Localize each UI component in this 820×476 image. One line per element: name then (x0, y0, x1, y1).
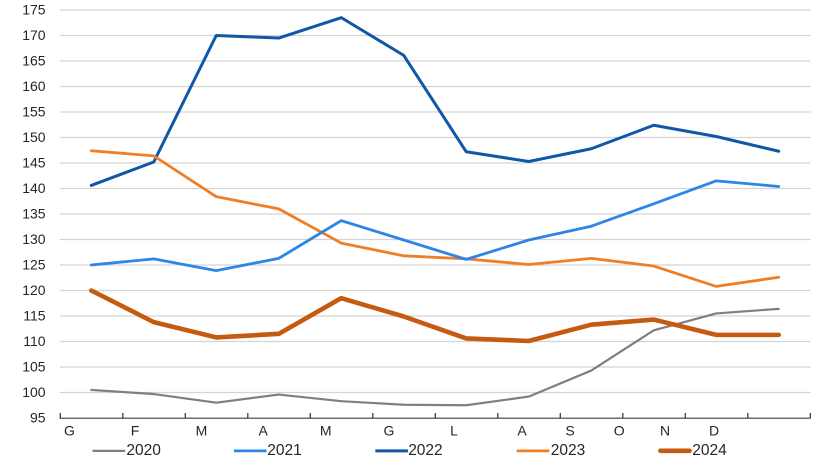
svg-text:100: 100 (22, 384, 46, 400)
svg-text:140: 140 (22, 180, 46, 196)
svg-text:125: 125 (22, 257, 46, 273)
svg-text:G: G (383, 423, 394, 439)
svg-text:F: F (131, 423, 140, 439)
svg-text:A: A (259, 423, 269, 439)
svg-text:M: M (196, 423, 208, 439)
svg-text:2023: 2023 (551, 442, 585, 459)
svg-text:M: M (320, 423, 332, 439)
svg-text:2020: 2020 (126, 442, 161, 459)
svg-text:G: G (64, 423, 75, 439)
svg-text:150: 150 (22, 129, 46, 145)
svg-text:D: D (709, 423, 719, 439)
svg-text:120: 120 (22, 282, 46, 298)
svg-text:L: L (450, 423, 458, 439)
svg-text:165: 165 (22, 53, 46, 69)
svg-text:115: 115 (23, 308, 46, 324)
svg-text:S: S (565, 423, 574, 439)
svg-text:2024: 2024 (692, 442, 727, 459)
svg-text:160: 160 (22, 78, 46, 94)
svg-text:145: 145 (22, 155, 46, 171)
svg-text:N: N (660, 423, 670, 439)
svg-text:130: 130 (22, 231, 46, 247)
svg-text:170: 170 (22, 27, 46, 43)
svg-text:110: 110 (23, 333, 46, 349)
svg-text:105: 105 (22, 359, 46, 375)
svg-text:2022: 2022 (408, 442, 442, 459)
svg-text:175: 175 (22, 2, 46, 18)
svg-text:2021: 2021 (267, 442, 301, 459)
svg-text:135: 135 (22, 206, 46, 222)
svg-text:O: O (614, 423, 625, 439)
svg-text:A: A (517, 423, 527, 439)
svg-text:95: 95 (30, 410, 46, 426)
svg-text:155: 155 (22, 104, 46, 120)
